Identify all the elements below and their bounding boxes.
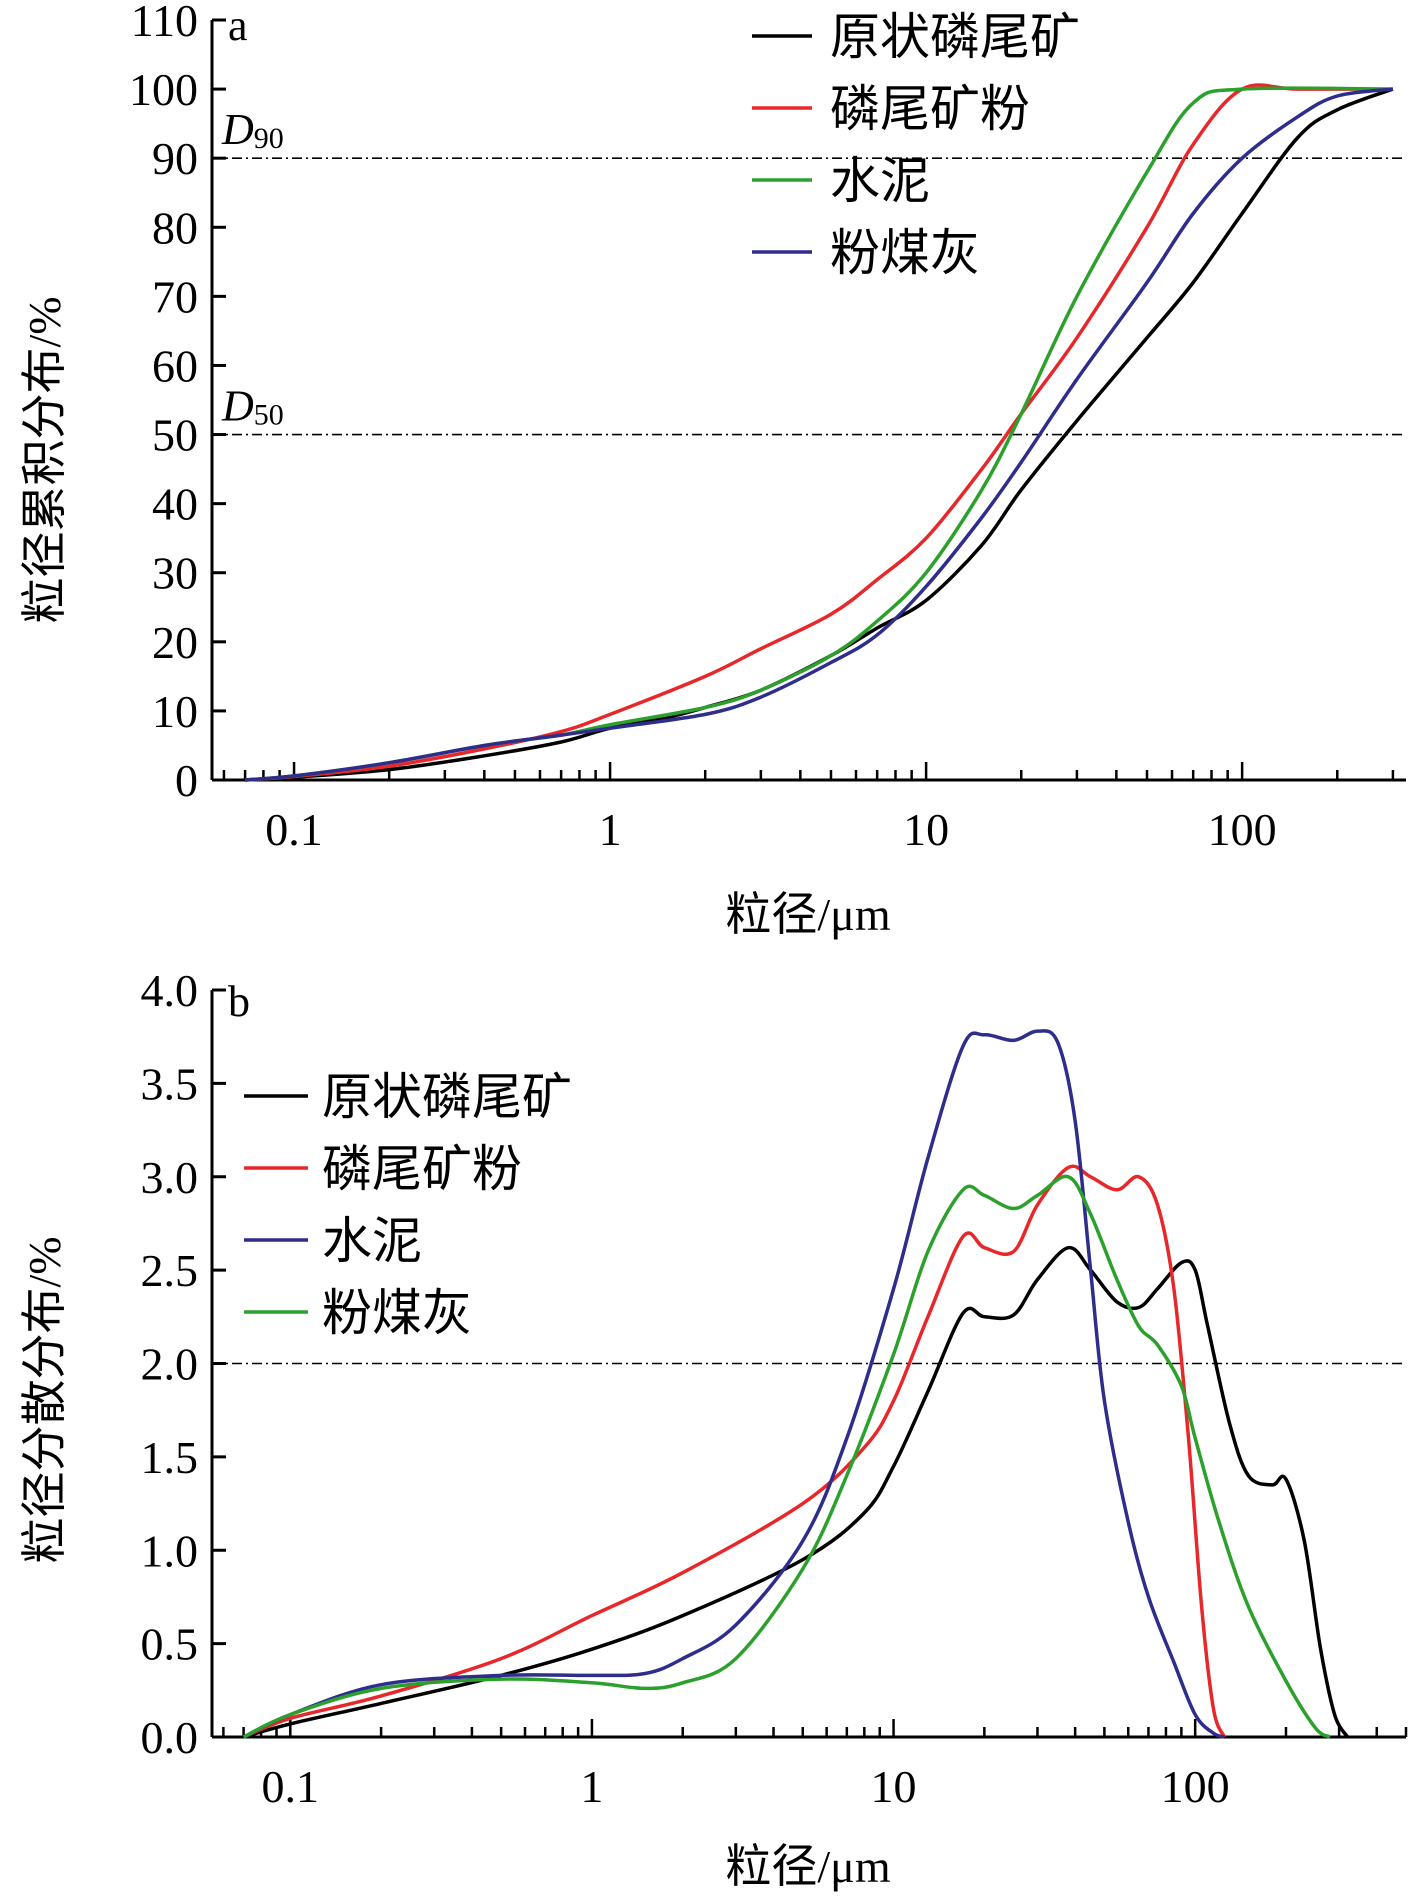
panel-b-x-tick-label: 1 [580, 1761, 603, 1812]
panel-a-y-tick-label: 80 [152, 202, 198, 253]
panel-a-y-tick-label: 110 [131, 0, 198, 46]
panel-a-x-tick-label: 1 [599, 804, 622, 855]
panel-a-reference-label: D90 [221, 105, 284, 155]
panel-b-y-tick-label: 3.5 [141, 1058, 199, 1109]
panel-b-x-tick-label: 10 [871, 1761, 917, 1812]
panel-b-y-tick-label: 1.0 [141, 1525, 199, 1576]
panel-a-legend-label-1: 原状磷尾矿 [830, 9, 1080, 65]
panel-b-y-tick-label: 0.0 [141, 1712, 199, 1763]
panel-a-series-line-1 [244, 87, 1394, 782]
panel-b-x-axis-title: 粒径/μm [725, 1841, 890, 1892]
panel-a-series-line-2 [244, 83, 1393, 782]
chart-panel-b: b 粒径/μm 粒径分散分布/% 0.0 0.5 1.0 1.5 2.0 2.5 3.0 3.… [19, 965, 1408, 1892]
panel-b-y-axis-title: 粒径分散分布/% [19, 1236, 70, 1563]
panel-b-y-tick-label: 3.0 [141, 1152, 199, 1203]
panel-a-y-tick-label: 100 [129, 64, 198, 115]
panel-b-legend-label-3: 水泥 [322, 1213, 422, 1269]
panel-a-y-tick-label: 30 [152, 548, 198, 599]
panel-a-legend-label-2: 磷尾矿粉 [830, 81, 1030, 137]
panel-b-y-tick-label: 2.0 [141, 1339, 199, 1390]
panel-a-legend-label-4: 粉煤灰 [830, 225, 980, 281]
panel-b-legend-label-2: 磷尾矿粉 [322, 1141, 522, 1197]
panel-a-y-tick-label: 50 [152, 410, 198, 461]
panel-b-x-tick-label: 0.1 [262, 1761, 320, 1812]
panel-b-y-tick-label: 4.0 [141, 965, 199, 1016]
panel-b-legend-label-1: 原状磷尾矿 [322, 1069, 572, 1125]
panel-a-y-tick-label: 90 [152, 133, 198, 184]
panel-a-x-tick-label: 10 [903, 804, 949, 855]
panel-a-y-tick-label: 60 [152, 340, 198, 391]
panel-a-y-tick-label: 10 [152, 686, 198, 737]
panel-b-legend-label-4: 粉煤灰 [322, 1285, 472, 1341]
panel-b-series-line-2 [242, 1164, 1227, 1739]
panel-a-y-axis-title: 粒径累积分布/% [19, 296, 70, 623]
panel-a-x-axis-title: 粒径/μm [725, 889, 890, 940]
panel-a-x-tick-label: 0.1 [265, 804, 323, 855]
panel-a-series-line-4 [244, 87, 1394, 782]
panel-b-y-tick-label: 0.5 [141, 1619, 199, 1670]
panel-a-x-tick-label: 100 [1208, 804, 1277, 855]
panel-a-label: a [228, 1, 248, 50]
panel-b-series-line-3 [242, 1029, 1225, 1739]
panel-a-y-tick-label: 0 [175, 755, 198, 806]
panel-b-y-tick-label: 1.5 [141, 1432, 199, 1483]
panel-b-y-tick-label: 2.5 [141, 1245, 199, 1296]
panel-a-reference-label: D50 [221, 382, 284, 432]
panel-a-y-tick-label: 20 [152, 617, 198, 668]
panel-b-series-line-1 [243, 1245, 1350, 1739]
panel-a-legend-label-3: 水泥 [830, 153, 930, 209]
panel-a-y-tick-label: 70 [152, 271, 198, 322]
panel-b-x-tick-label: 100 [1161, 1761, 1230, 1812]
panel-b-label: b [228, 977, 250, 1026]
panel-b-series-line-4 [242, 1174, 1331, 1739]
chart-panel-a: a 粒径/μm 粒径累积分布/% 0 10 20 30 40 50 60 70 80 90 100 1… [19, 0, 1406, 940]
panel-a-y-tick-label: 40 [152, 479, 198, 530]
